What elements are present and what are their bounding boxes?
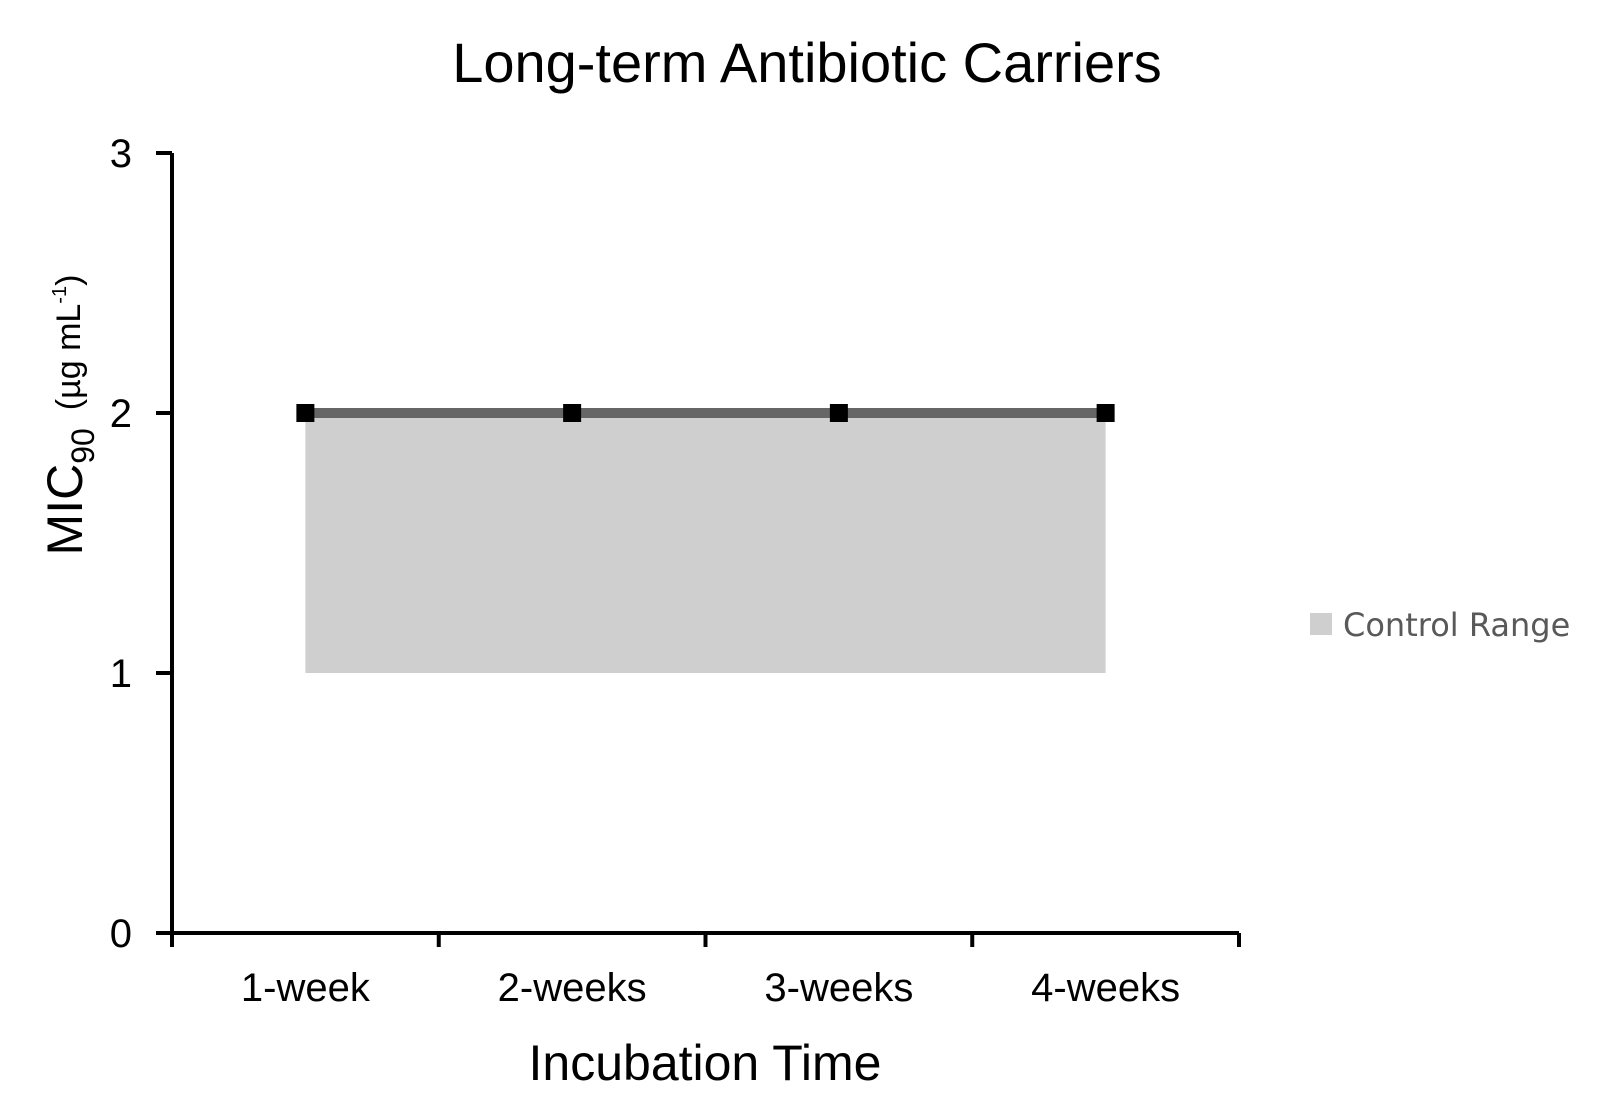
y-axis-title: MIC90 (µg mL-1) (37, 275, 101, 556)
svg-text:MIC90(µg mL-1): MIC90 (µg mL-1) (37, 275, 101, 556)
x-axis-title: Incubation Time (529, 1035, 882, 1091)
data-point-marker (1096, 404, 1115, 422)
x-ticks: 1-week 2-weeks 3-weeks 4-weeks (170, 933, 1241, 1010)
y-tick-label: 1 (110, 652, 132, 696)
y-axis-title-main: MIC (37, 464, 93, 556)
y-tick-label: 0 (110, 912, 132, 956)
data-point-marker (829, 404, 848, 422)
x-tick-label: 1-week (241, 966, 371, 1010)
y-ticks: 0 1 2 3 (110, 132, 172, 956)
x-tick-label: 2-weeks (498, 966, 647, 1010)
y-tick-label: 3 (110, 132, 132, 176)
y-axis-title-unit-close: ) (50, 275, 88, 286)
band-layer (305, 413, 1106, 673)
series-layer (296, 404, 1115, 422)
y-axis-title-unit: (µg mL (50, 304, 88, 411)
control-range-band (305, 413, 1106, 673)
legend: Control Range (1310, 606, 1570, 644)
data-point-marker (563, 404, 582, 422)
legend-swatch-control-range (1310, 613, 1332, 635)
y-tick-label: 2 (110, 392, 132, 436)
legend-label-control-range: Control Range (1343, 606, 1570, 644)
x-tick-label: 4-weeks (1031, 966, 1180, 1010)
data-point-marker (296, 404, 315, 422)
x-tick-label: 3-weeks (764, 966, 913, 1010)
y-axis-title-subscript: 90 (65, 428, 101, 464)
chart-title: Long-term Antibiotic Carriers (452, 31, 1162, 94)
y-axis-title-unit-superscript: -1 (49, 286, 71, 304)
